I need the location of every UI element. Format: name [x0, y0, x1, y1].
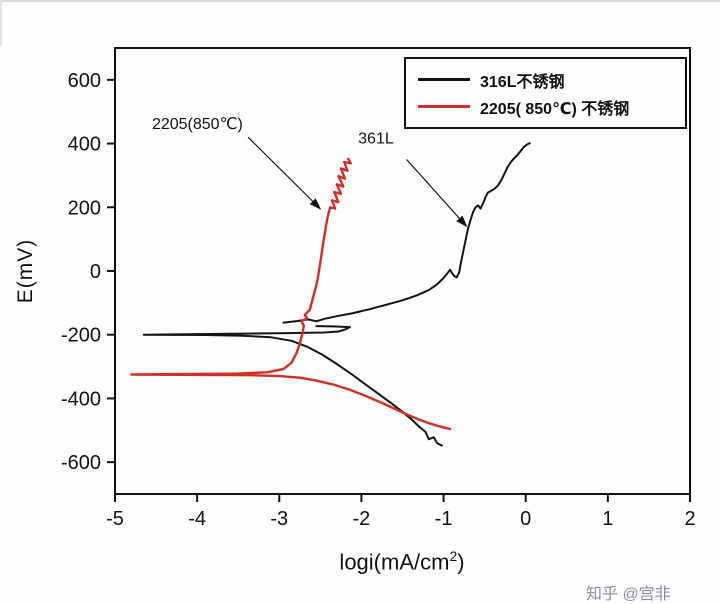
- legend-label-316l: 316L不锈钢: [480, 73, 565, 91]
- svg-text:2205(850℃): 2205(850℃): [152, 116, 243, 133]
- svg-text:-3: -3: [270, 508, 288, 530]
- svg-text:400: 400: [68, 134, 101, 156]
- svg-text:-1: -1: [435, 508, 453, 530]
- svg-text:361L: 361L: [358, 131, 394, 148]
- legend-item-2205: 2205( 850℃) 不锈钢: [418, 93, 673, 120]
- svg-text:-400: -400: [61, 388, 101, 410]
- svg-text:0: 0: [520, 508, 531, 530]
- legend-line-sample-2205: [418, 105, 470, 108]
- svg-text:-600: -600: [61, 452, 101, 474]
- svg-text:-200: -200: [61, 325, 101, 347]
- x-axis-label: logi(mA/cm2): [339, 548, 464, 575]
- svg-text:-4: -4: [188, 508, 206, 530]
- y-axis-label: E(mV): [14, 238, 37, 304]
- watermark: 知乎 @宫非: [586, 586, 671, 603]
- svg-text:600: 600: [68, 70, 101, 92]
- legend-item-316l: 316L不锈钢: [418, 66, 673, 93]
- svg-text:-5: -5: [106, 508, 124, 530]
- x-axis-label-superscript: 2: [449, 548, 458, 564]
- x-axis-label-main: logi(mA/cm: [339, 549, 450, 575]
- legend-label-2205: 2205( 850℃) 不锈钢: [480, 100, 630, 118]
- scan-artifact-top-line: [0, 0, 720, 2]
- legend-line-sample-316l: [418, 78, 470, 81]
- legend: 316L不锈钢 2205( 850℃) 不锈钢: [404, 57, 687, 129]
- svg-text:0: 0: [90, 261, 101, 283]
- x-axis-label-close: ): [457, 549, 465, 575]
- svg-text:200: 200: [68, 197, 101, 219]
- svg-text:1: 1: [602, 508, 613, 530]
- scan-artifact-left-line: [0, 0, 2, 46]
- svg-text:2: 2: [684, 508, 695, 530]
- svg-text:-2: -2: [353, 508, 371, 530]
